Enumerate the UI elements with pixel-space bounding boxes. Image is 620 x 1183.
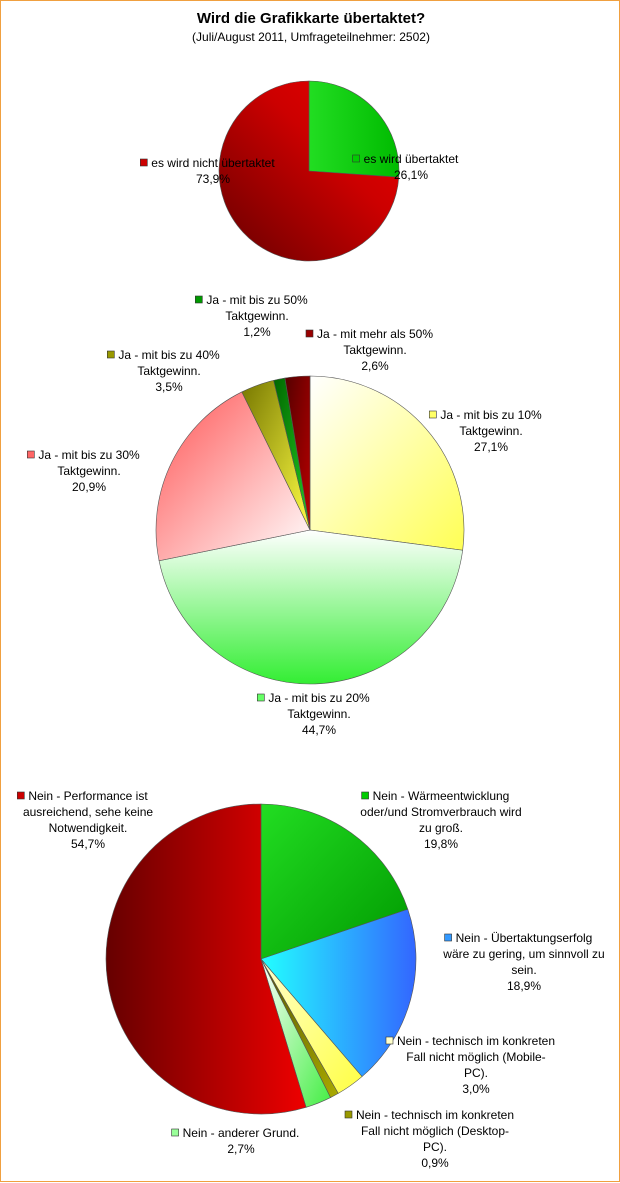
slice-category-label: Notwendigkeit. xyxy=(49,821,128,835)
pie3-label-heat: Nein - Wärmeentwicklung oder/und Stromver… xyxy=(360,789,521,851)
slice-category-label: es wird nicht übertaktet xyxy=(151,156,275,170)
slice-value-label: 27,1% xyxy=(474,440,508,454)
slice-value-label: 2,7% xyxy=(227,1142,255,1156)
slice-category-label: oder/und Stromverbrauch wird xyxy=(360,805,521,819)
slice-category-label: sein. xyxy=(511,963,536,977)
pie3-label-low-gain: Nein - Übertaktungserfolg wäre zu gering,… xyxy=(442,931,604,993)
pie2-slice-10 xyxy=(309,375,465,551)
pie2-slice-more-50 xyxy=(284,375,311,531)
slice-value-label: 3,0% xyxy=(462,1082,490,1096)
legend-marker xyxy=(16,791,25,800)
pie-chart-3 xyxy=(105,803,417,1115)
slice-category-label: Nein - anderer Grund. xyxy=(183,1126,300,1140)
legend-marker xyxy=(444,933,452,942)
slice-category-label: wäre zu gering, um sinnvoll zu xyxy=(442,947,604,961)
slice-value-label: 44,7% xyxy=(302,723,336,737)
legend-marker xyxy=(352,154,360,163)
slice-category-label: Ja - mit bis zu 20% xyxy=(268,691,370,705)
legend-marker xyxy=(140,158,148,167)
slice-category-label: Nein - technisch im konkreten xyxy=(356,1108,514,1122)
slice-category-label: Ja - mit mehr als 50% xyxy=(317,327,433,341)
pie1-label-not-overclocked: es wird nicht übertaktet 73,9% xyxy=(140,156,275,186)
pie3-label-other: Nein - anderer Grund. 2,7% xyxy=(171,1126,300,1156)
pie2-label-20: Ja - mit bis zu 20% Taktgewinn. 44,7% xyxy=(256,691,370,737)
pie1-label-overclocked: es wird übertaktet 26,1% xyxy=(352,152,459,182)
slice-category-label: zu groß. xyxy=(419,821,463,835)
pie2-slice-20 xyxy=(158,529,463,685)
pie2-slice-30 xyxy=(155,391,311,562)
pie3-slice-heat xyxy=(260,803,409,960)
legend-marker xyxy=(428,410,437,419)
pie3-label-sufficient: Nein - Performance ist ausreichend, sehe … xyxy=(16,789,153,851)
pie1-slice-overclocked xyxy=(308,80,400,178)
legend-marker xyxy=(195,295,203,304)
slice-value-label: 19,8% xyxy=(424,837,458,851)
slice-category-label: Nein - Performance ist xyxy=(28,789,148,803)
pie1-slice-not-overclocked xyxy=(218,80,400,262)
legend-marker xyxy=(305,329,314,338)
slice-value-label: 1,2% xyxy=(243,325,271,339)
pie2-label-10: Ja - mit bis zu 10% Taktgewinn. 27,1% xyxy=(428,408,542,454)
slice-category-label: es wird übertaktet xyxy=(364,152,459,166)
legend-marker xyxy=(361,791,369,800)
legend-marker xyxy=(256,693,265,702)
slice-value-label: 54,7% xyxy=(71,837,105,851)
slice-category-label: ausreichend, sehe keine xyxy=(23,805,153,819)
legend-marker xyxy=(107,350,115,359)
pie-chart-1 xyxy=(218,80,400,262)
slice-value-label: 2,6% xyxy=(361,359,389,373)
pie3-slice-sufficient xyxy=(105,803,307,1115)
slice-category-label: Ja - mit bis zu 50% xyxy=(206,293,308,307)
pie2-label-50: Ja - mit bis zu 50% Taktgewinn. 1,2% xyxy=(195,293,308,339)
legend-marker xyxy=(344,1110,353,1119)
slice-category-label: Taktgewinn. xyxy=(57,464,120,478)
slice-category-label: Nein - Übertaktungserfolg xyxy=(456,931,593,945)
slice-value-label: 0,9% xyxy=(421,1156,449,1170)
pie2-label-40: Ja - mit bis zu 40% Taktgewinn. 3,5% xyxy=(107,348,220,394)
slice-category-label: Nein - technisch im konkreten xyxy=(397,1034,555,1048)
slice-category-label: Fall nicht möglich (Desktop- xyxy=(361,1124,509,1138)
pie2-label-more-50: Ja - mit mehr als 50% Taktgewinn. 2,6% xyxy=(305,327,433,373)
slice-category-label: PC). xyxy=(464,1066,488,1080)
slice-value-label: 26,1% xyxy=(394,168,428,182)
slice-value-label: 18,9% xyxy=(507,979,541,993)
legend-marker xyxy=(26,450,35,459)
pie2-label-30: Ja - mit bis zu 30% Taktgewinn. 20,9% xyxy=(26,448,140,494)
slice-value-label: 73,9% xyxy=(196,172,230,186)
slice-category-label: Taktgewinn. xyxy=(287,707,350,721)
slice-value-label: 3,5% xyxy=(155,380,183,394)
slice-category-label: Ja - mit bis zu 30% xyxy=(38,448,140,462)
slice-category-label: Taktgewinn. xyxy=(137,364,200,378)
pie-chart-2 xyxy=(155,375,465,685)
slice-category-label: Fall nicht möglich (Mobile- xyxy=(406,1050,545,1064)
pie3-label-desktop: Nein - technisch im konkreten Fall nicht … xyxy=(344,1108,514,1170)
slice-category-label: Ja - mit bis zu 10% xyxy=(440,408,542,422)
pie3-slice-low-gain xyxy=(260,908,417,1077)
slice-category-label: Taktgewinn. xyxy=(459,424,522,438)
slice-category-label: PC). xyxy=(423,1140,447,1154)
slice-category-label: Nein - Wärmeentwicklung xyxy=(373,789,510,803)
slice-category-label: Taktgewinn. xyxy=(225,309,288,323)
slice-category-label: Ja - mit bis zu 40% xyxy=(118,348,220,362)
slice-category-label: Taktgewinn. xyxy=(343,343,406,357)
chart-title: Wird die Grafikkarte übertaktet? xyxy=(197,10,425,27)
legend-marker xyxy=(385,1036,394,1045)
slice-value-label: 20,9% xyxy=(72,480,106,494)
pie3-label-mobile: Nein - technisch im konkreten Fall nicht … xyxy=(385,1034,555,1096)
legend-marker xyxy=(171,1128,179,1137)
chart-subtitle: (Juli/August 2011, Umfrageteilnehmer: 25… xyxy=(192,30,430,44)
